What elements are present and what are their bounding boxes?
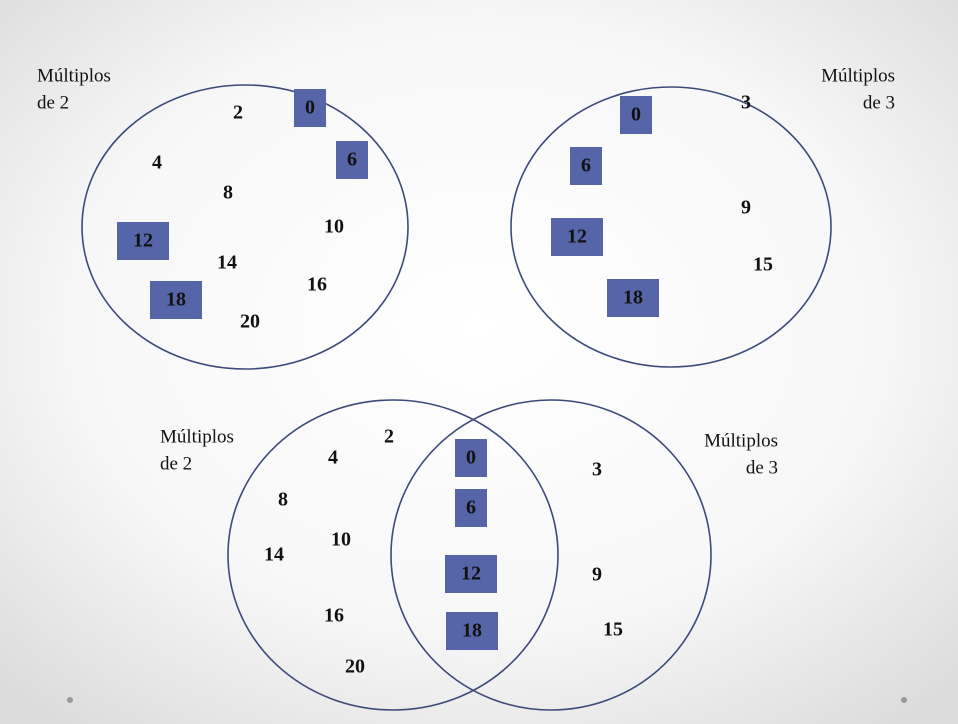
highlight-box — [570, 147, 602, 185]
number: 6 — [466, 497, 476, 519]
highlight-box — [620, 96, 652, 134]
number: 3 — [741, 92, 751, 114]
number: 10 — [324, 216, 344, 238]
number: 14 — [264, 544, 284, 566]
number: 6 — [347, 149, 357, 171]
number: 8 — [278, 489, 288, 511]
number: 10 — [331, 529, 351, 551]
number: 3 — [592, 459, 602, 481]
set-circle — [81, 84, 409, 370]
number: 18 — [166, 289, 186, 311]
number: 20 — [240, 311, 260, 333]
highlight-box — [150, 281, 202, 319]
highlight-box — [455, 489, 487, 527]
dot — [67, 697, 73, 703]
number: 18 — [623, 287, 643, 309]
number: 16 — [307, 274, 327, 296]
number: 16 — [324, 605, 344, 627]
highlight-box — [446, 612, 498, 650]
number: 20 — [345, 656, 365, 678]
highlight-box — [455, 439, 487, 477]
number: 12 — [133, 230, 153, 252]
number: 4 — [328, 447, 338, 469]
highlight-box — [607, 279, 659, 317]
set-label: Múltiplos — [704, 430, 778, 451]
number: 18 — [462, 620, 482, 642]
number: 4 — [152, 152, 162, 174]
number: 2 — [233, 102, 243, 124]
number: 12 — [567, 226, 587, 248]
number: 6 — [581, 155, 591, 177]
number: 0 — [466, 447, 476, 469]
number: 0 — [305, 97, 315, 119]
set-label: de 2 — [37, 92, 69, 113]
venn-right-circle — [390, 399, 712, 711]
number: 15 — [603, 619, 623, 641]
number: 2 — [384, 426, 394, 448]
set-label: de 3 — [746, 457, 778, 478]
set-label: Múltiplos — [821, 65, 895, 86]
highlight-box — [336, 141, 368, 179]
number: 8 — [223, 182, 233, 204]
number: 0 — [631, 104, 641, 126]
number: 9 — [592, 564, 602, 586]
highlight-box — [551, 218, 603, 256]
highlight-box — [445, 555, 497, 593]
number: 14 — [217, 252, 237, 274]
set-label: Múltiplos — [160, 426, 234, 447]
number: 9 — [741, 197, 751, 219]
set-label: Múltiplos — [37, 65, 111, 86]
number: 15 — [753, 254, 773, 276]
set-label: de 3 — [863, 92, 895, 113]
highlight-box — [117, 222, 169, 260]
set-circle — [510, 86, 832, 368]
highlight-box — [294, 89, 326, 127]
set-label: de 2 — [160, 453, 192, 474]
venn-left-circle — [227, 399, 559, 711]
dot — [901, 697, 907, 703]
number: 12 — [461, 563, 481, 585]
